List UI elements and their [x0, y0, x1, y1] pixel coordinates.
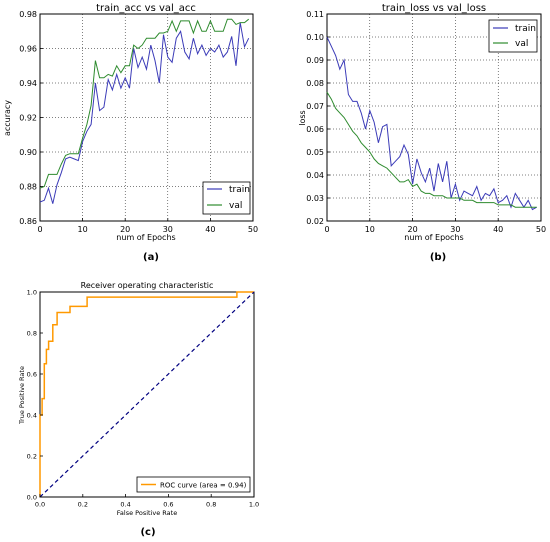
panel-a-y-ticks: 0.86 0.88 0.90 0.92 0.94 0.96 0.98 — [19, 10, 43, 226]
y-tick-label: 0.4 — [27, 411, 37, 419]
y-tick-label: 0.92 — [19, 113, 37, 122]
legend-val-label: val — [515, 39, 528, 49]
x-tick-label: 50 — [248, 225, 258, 234]
panel-c-series — [39, 291, 255, 498]
series-line-train — [39, 22, 250, 204]
x-tick-label: 40 — [493, 225, 503, 234]
x-tick-label: 0.4 — [120, 501, 130, 509]
panel-b-caption: (b) — [430, 252, 446, 263]
y-tick-label: 0.96 — [19, 44, 37, 53]
panel-b-ylabel: loss — [298, 110, 307, 125]
panel-a-title: train_acc vs val_acc — [96, 3, 196, 14]
y-tick-label: 0.90 — [19, 148, 37, 157]
legend-train-label: train — [515, 24, 536, 34]
y-tick-label: 1.0 — [27, 288, 37, 296]
panel-a-series — [39, 18, 250, 204]
y-tick-label: 0.03 — [306, 194, 324, 203]
x-tick-label: 30 — [450, 225, 460, 234]
x-tick-label: 0.8 — [206, 501, 216, 509]
legend-train-label: train — [229, 185, 250, 195]
y-tick-label: 0.8 — [27, 329, 37, 337]
panel-a-x-ticks: 0 10 20 30 40 50 — [37, 218, 258, 234]
x-tick-label: 10 — [365, 225, 375, 234]
y-tick-label: 0.98 — [19, 10, 37, 19]
x-tick-label: 0.0 — [35, 501, 45, 509]
y-tick-label: 0.11 — [306, 10, 324, 19]
panel-a-xlabel: num of Epochs — [116, 233, 175, 242]
panel-b-x-ticks: 0 10 20 30 40 50 — [324, 218, 546, 234]
x-tick-label: 50 — [536, 225, 546, 234]
x-tick-label: 20 — [120, 225, 130, 234]
panel-b-title: train_loss vs val_loss — [382, 3, 486, 14]
panel-c-y-ticks: 0.0 0.2 0.4 0.6 0.8 1.0 — [27, 288, 43, 501]
legend-val-label: val — [229, 201, 242, 211]
panel-c-title: Receiver operating characteristic — [81, 281, 214, 290]
y-tick-label: 0.05 — [306, 148, 324, 157]
x-tick-label: 0 — [37, 225, 42, 234]
x-tick-label: 20 — [408, 225, 418, 234]
panel-a-ylabel: accuracy — [3, 100, 12, 136]
y-tick-label: 0.10 — [306, 33, 324, 42]
panel-b-xlabel: num of Epochs — [404, 233, 463, 242]
y-tick-label: 0.04 — [306, 171, 324, 180]
series-line-val — [39, 18, 250, 189]
panel-c-ylabel: True Positive Rate — [18, 366, 26, 425]
y-tick-label: 0.07 — [306, 102, 324, 111]
legend-roc-label: ROC curve (area = 0.94) — [160, 482, 247, 490]
x-tick-label: 30 — [163, 225, 173, 234]
diagonal-reference-line — [39, 291, 255, 498]
panel-c-xlabel: False Positive Rate — [117, 509, 177, 517]
x-tick-label: 0.6 — [163, 501, 173, 509]
x-tick-label: 10 — [78, 225, 88, 234]
roc-curve-line — [39, 291, 254, 497]
panel-b-legend: train val — [488, 19, 538, 53]
y-tick-label: 0.88 — [19, 182, 37, 191]
x-tick-label: 0.2 — [78, 501, 88, 509]
y-tick-label: 0.06 — [306, 125, 324, 134]
panel-a-legend: train val — [202, 181, 251, 215]
panel-c-legend: ROC curve (area = 0.94) — [136, 476, 251, 493]
panel-b: train_loss vs val_loss 0 10 20 30 40 50 0.020… — [298, 3, 546, 263]
panel-c: Receiver operating characteristic 0.0 0.2… — [18, 281, 259, 538]
y-tick-label: 0.08 — [306, 79, 324, 88]
y-tick-label: 0.02 — [306, 217, 324, 226]
series-line-train — [326, 36, 537, 211]
panel-b-series — [326, 36, 537, 211]
panel-b-y-ticks: 0.02 0.03 0.04 0.05 0.06 0.07 0.08 0.09 0.10 0.11 — [306, 10, 330, 226]
y-tick-label: 0.2 — [27, 452, 37, 460]
panel-c-caption: (c) — [140, 527, 155, 538]
y-tick-label: 0.09 — [306, 56, 324, 65]
y-tick-label: 0.94 — [19, 79, 37, 88]
x-tick-label: 1.0 — [249, 501, 259, 509]
y-tick-label: 0.0 — [27, 493, 37, 501]
series-line-val — [326, 91, 537, 208]
panel-a: train_acc vs val_acc 0 10 20 30 40 50 0.860.8… — [3, 3, 258, 263]
panel-a-caption: (a) — [143, 252, 159, 263]
y-tick-label: 0.6 — [27, 370, 37, 378]
x-tick-label: 40 — [205, 225, 215, 234]
panel-c-x-ticks: 0.0 0.2 0.4 0.6 0.8 1.0 — [35, 494, 259, 509]
y-tick-label: 0.86 — [19, 217, 37, 226]
x-tick-label: 0 — [324, 225, 329, 234]
